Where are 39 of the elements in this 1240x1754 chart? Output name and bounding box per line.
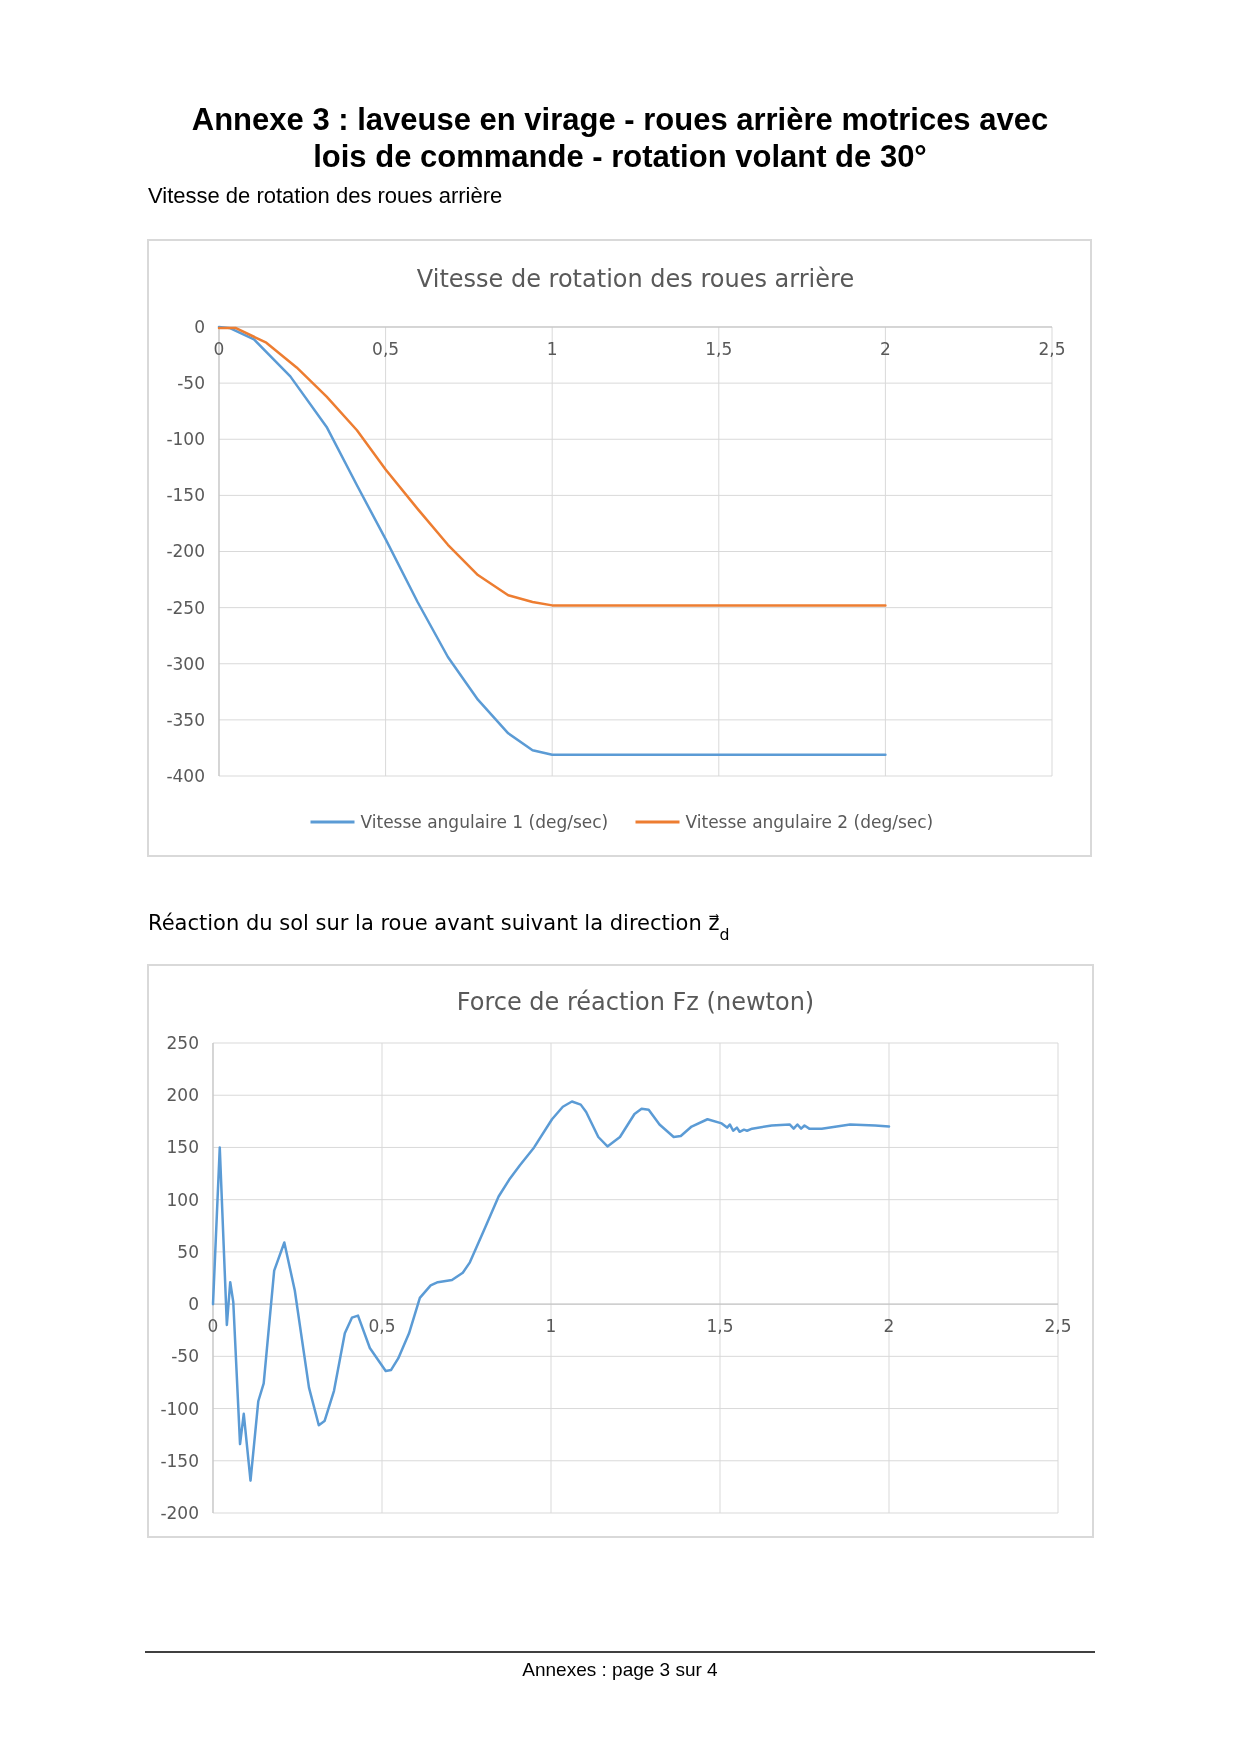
y-tick-label: -200 [166, 541, 205, 562]
x-tick-label: 0 [213, 339, 225, 359]
y-tick-label: -150 [166, 485, 205, 506]
y-tick-label: -250 [166, 597, 205, 618]
y-tick-label: -350 [166, 709, 205, 730]
legend-label: Vitesse angulaire 2 (deg/sec) [685, 811, 934, 832]
text: Vitesse de rotation des roues arrière [148, 183, 503, 208]
text: Annexes : page 3 sur 4 [522, 1659, 719, 1680]
text: Réaction du sol sur la roue avant suivant la direction z⃗$_{d}$ [148, 911, 730, 944]
x-tick-label: 1,5 [705, 339, 733, 359]
y-tick-label: 100 [166, 1189, 199, 1210]
x-tick-label: 2 [883, 1316, 895, 1337]
text: Annexe 3 : laveuse en virage - roues arrière motrices avec lois de commande - rotation volant de 30° [191, 102, 1049, 174]
y-tick-label: 50 [177, 1241, 199, 1262]
y-tick-label: -200 [160, 1502, 199, 1523]
y-tick-label: 200 [166, 1085, 199, 1106]
x-tick-label: 1,5 [706, 1316, 734, 1337]
y-tick-label: 0 [194, 316, 205, 337]
x-tick-label: 0,5 [368, 1316, 396, 1337]
legend-label: Vitesse angulaire 1 (deg/sec) [360, 811, 609, 832]
chart-title: Vitesse de rotation des roues arrière [416, 265, 855, 293]
x-tick-label: 2,5 [1044, 1316, 1072, 1337]
x-tick-label: 1 [545, 1316, 557, 1337]
x-tick-label: 0 [207, 1316, 219, 1337]
y-tick-label: -100 [166, 429, 205, 450]
y-tick-label: 0 [188, 1294, 199, 1315]
x-tick-label: 0,5 [372, 339, 400, 359]
chart-title: Force de réaction Fz (newton) [456, 988, 815, 1016]
y-tick-label: -300 [166, 653, 205, 674]
y-tick-label: -150 [160, 1450, 199, 1471]
y-tick-label: -50 [177, 373, 205, 394]
y-tick-label: -100 [160, 1398, 199, 1419]
x-tick-label: 2 [879, 339, 891, 359]
y-tick-label: -400 [166, 765, 205, 786]
y-tick-label: 150 [166, 1137, 199, 1158]
x-tick-label: 2,5 [1038, 339, 1066, 359]
y-tick-label: -50 [171, 1346, 199, 1367]
x-tick-label: 1 [546, 339, 558, 359]
y-tick-label: 250 [166, 1032, 199, 1053]
